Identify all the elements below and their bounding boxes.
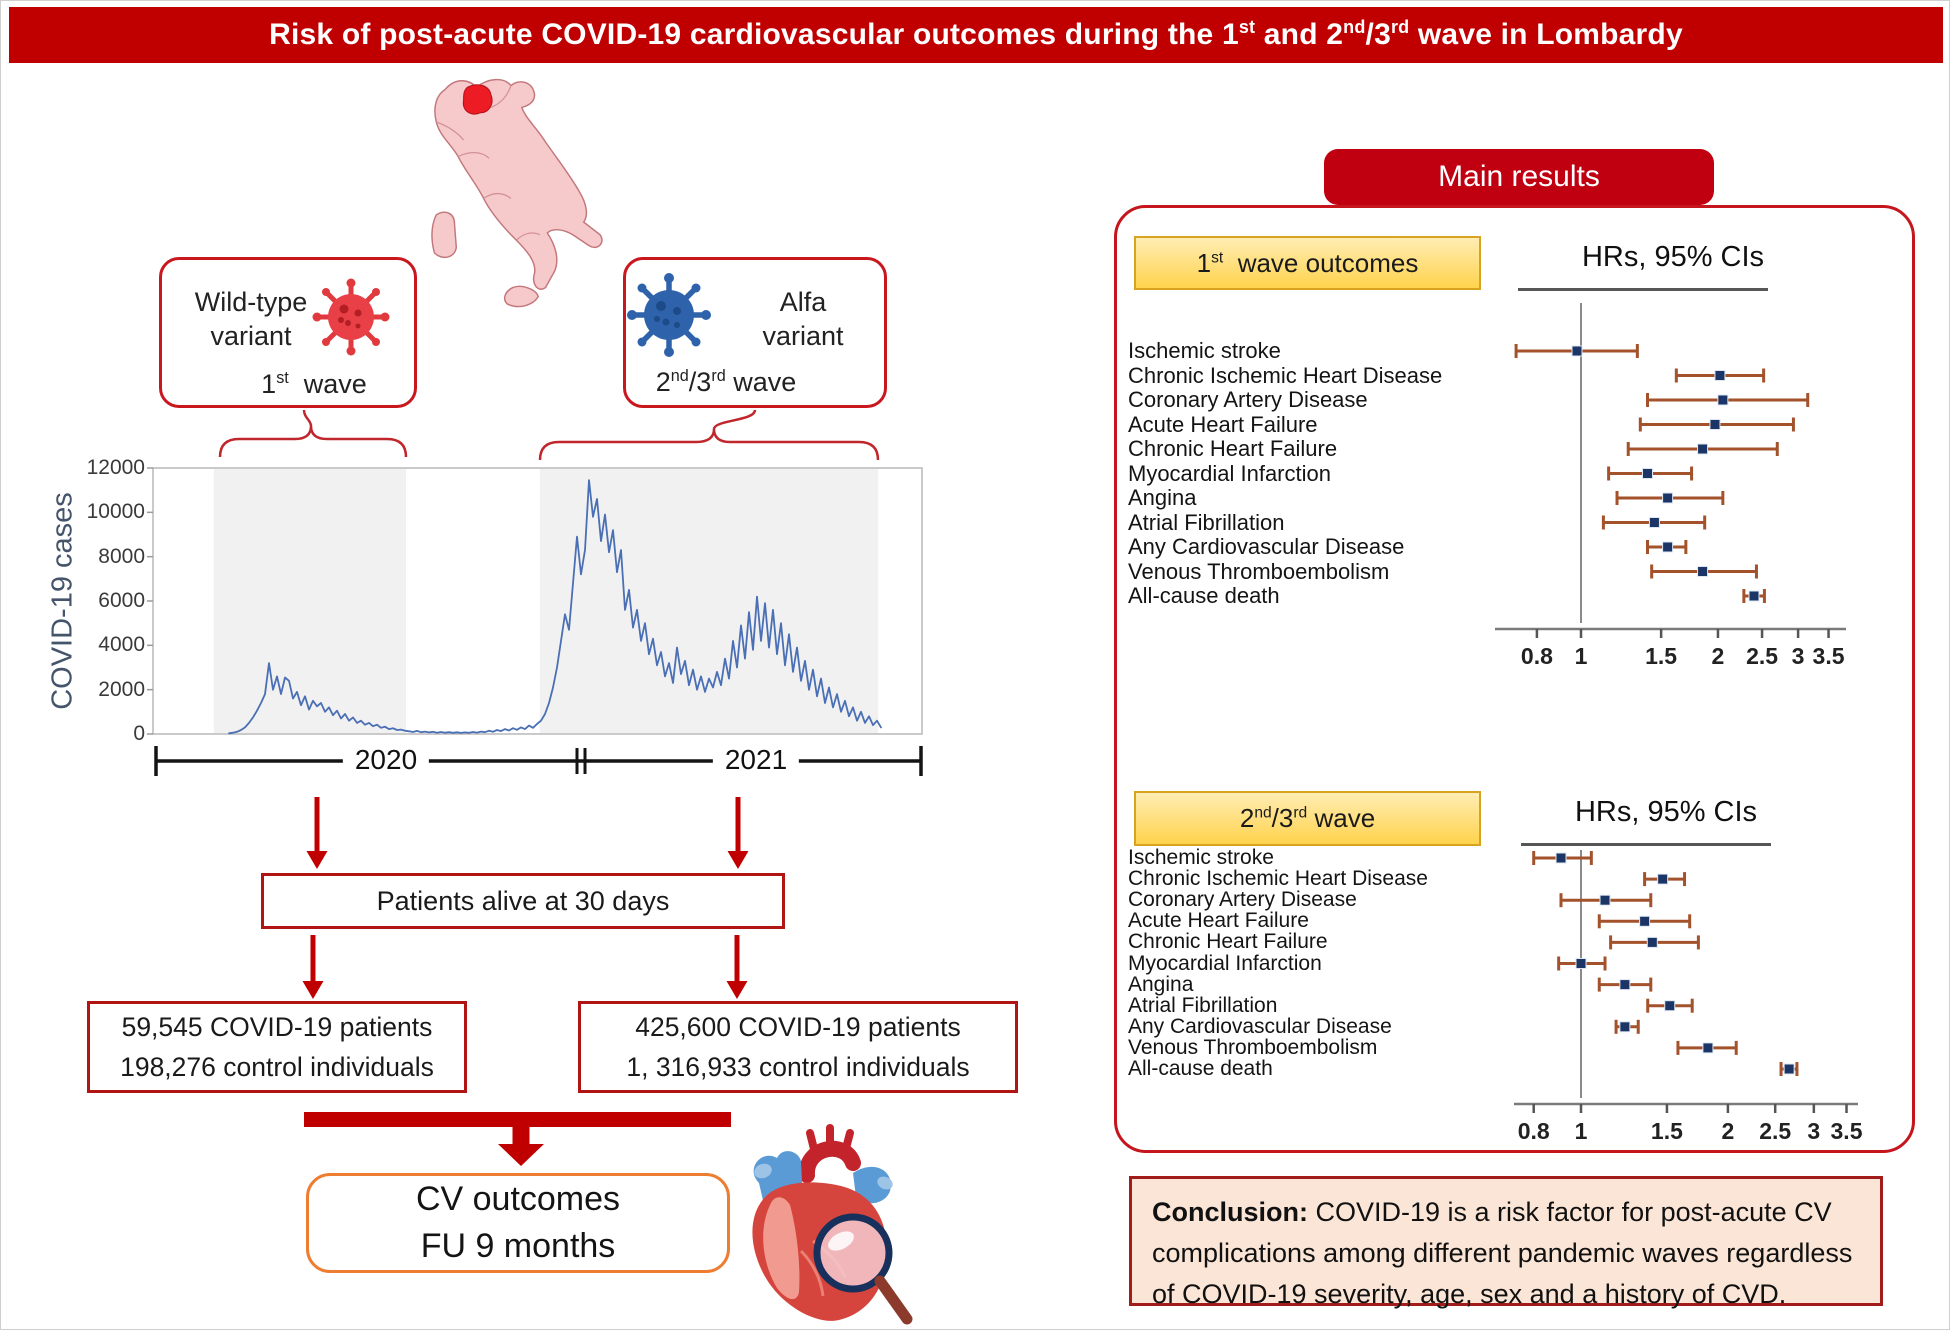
forest-outcome-label: Chronic Ischemic Heart Disease <box>1128 362 1443 388</box>
arrow-second-wave-to-alive <box>727 797 749 869</box>
timeline-year-label: 2021 <box>712 744 800 776</box>
forest1-tick-label: 2.5 <box>1746 643 1779 669</box>
hrs-heading-2: HRs, 95% CIs <box>1574 796 1758 828</box>
epi-ytick-label: 6000 <box>98 589 145 612</box>
wave-window-band-2 <box>539 469 879 733</box>
conclusion-text: Conclusion: COVID-19 is a risk factor fo… <box>1152 1197 1853 1309</box>
wild-type-variant-label: Wild-type variant <box>194 287 308 351</box>
forest-outcome-label: Angina <box>1128 485 1197 510</box>
second-wave-patients-count: 425,600 COVID-19 patients <box>635 1012 961 1042</box>
forest-outcome-label: Venous Thromboembolism <box>1128 1035 1378 1059</box>
first-wave-cohort-box: 59,545 COVID-19 patients 198,276 control… <box>87 1001 467 1093</box>
forest1-tick-label: 3.5 <box>1812 643 1845 669</box>
forest2-tick-label: 2 <box>1721 1118 1735 1144</box>
forest-outcome-label: Acute Heart Failure <box>1128 411 1318 437</box>
patients-alive-box: Patients alive at 30 days <box>261 873 785 929</box>
forest1-tick-label: 3 <box>1791 643 1805 669</box>
forest-outcome-label: Ischemic stroke <box>1128 846 1274 869</box>
main-results-panel <box>1114 205 1915 1153</box>
page-title: Risk of post-acute COVID-19 cardiovascul… <box>9 7 1943 63</box>
lombardy-region-highlight <box>462 84 493 115</box>
epi-ytick-label: 12000 <box>86 456 145 479</box>
forest2-tick-label: 1.5 <box>1650 1118 1683 1144</box>
epi-ytick-label: 2000 <box>98 677 145 701</box>
epi-plot-frame <box>152 467 923 735</box>
patients-alive-text: Patients alive at 30 days <box>376 885 670 916</box>
epi-ytick-label: 10000 <box>86 500 145 524</box>
alfa-variant-label: Alfa variant <box>762 287 844 351</box>
forest1-tick-label: 2 <box>1711 643 1725 669</box>
forest-outcome-label: Chronic Ischemic Heart Disease <box>1128 867 1428 891</box>
arrow-merge-to-cv <box>498 1127 544 1166</box>
first-wave-brace-connector <box>302 409 313 427</box>
first-wave-outcomes-badge: 1st wave outcomes <box>1134 236 1481 290</box>
italy-map-icon <box>431 78 603 308</box>
arrow-alive-to-second-cohort <box>726 935 748 999</box>
italy-sardinia <box>431 211 458 259</box>
second-wave-controls-count: 1, 316,933 control individuals <box>626 1052 970 1082</box>
second-third-wave-badge-label: 2nd/3rd wave <box>1239 803 1376 833</box>
flow-arrows <box>302 797 749 1166</box>
forest2-tick-label: 1 <box>1574 1118 1588 1144</box>
first-wave-outcomes-badge-label: 1st wave outcomes <box>1196 247 1419 278</box>
forest-outcome-label: Venous Thromboembolism <box>1128 558 1390 584</box>
epi-ytick-label: 0 <box>133 722 145 745</box>
second-third-wave-badge: 2nd/3rd wave <box>1134 791 1481 846</box>
forest1-tick-label: 0.8 <box>1520 643 1553 669</box>
wave-braces <box>218 409 880 461</box>
hrs-heading-1-underline <box>1518 288 1768 291</box>
epi-ytick-label: 4000 <box>98 633 145 657</box>
forest-outcome-label: Coronary Artery Disease <box>1128 888 1357 912</box>
forest2-tick-label: 3 <box>1807 1118 1821 1144</box>
forest-outcome-label: All-cause death <box>1128 583 1280 608</box>
epi-ytick-label: 8000 <box>98 544 145 568</box>
hrs-heading-2-underline <box>1521 843 1771 846</box>
cv-outcomes-box: CV outcomes FU 9 months <box>306 1173 730 1273</box>
timeline-year-label: 2020 <box>342 744 430 776</box>
forest-outcome-label: Chronic Heart Failure <box>1128 930 1328 954</box>
forest-outcome-label: Myocardial Infarction <box>1128 460 1331 486</box>
cv-outcomes-line1: CV outcomes <box>415 1180 621 1218</box>
first-wave-patients-count: 59,545 COVID-19 patients <box>121 1012 433 1042</box>
forest-outcome-label: All-cause death <box>1128 1057 1273 1080</box>
forest-outcome-label: Atrial Fibrillation <box>1128 509 1285 535</box>
italy-mainland <box>434 78 603 290</box>
arrow-alive-to-first-cohort <box>302 935 324 999</box>
forest2-tick-label: 3.5 <box>1830 1118 1863 1144</box>
italy-sicily <box>503 285 539 308</box>
wave-window-band-1 <box>213 469 407 733</box>
epi-cases-line <box>228 479 882 735</box>
heart-magnifier-illustration <box>752 1124 913 1325</box>
forest1-tick-label: 1 <box>1574 643 1588 669</box>
merge-bar <box>304 1112 731 1127</box>
italy-region-borders <box>436 85 541 241</box>
first-wave-controls-count: 198,276 control individuals <box>120 1052 434 1082</box>
hrs-heading-1: HRs, 95% CIs <box>1581 241 1765 273</box>
first-wave-brace <box>218 425 408 458</box>
forest-outcome-label: Angina <box>1128 972 1194 996</box>
forest-outcome-label: Any Cardiovascular Disease <box>1128 534 1405 559</box>
page-title-text: Risk of post-acute COVID-19 cardiovascul… <box>269 17 1683 51</box>
forest-outcome-label: Ischemic stroke <box>1128 338 1281 363</box>
forest-outcome-label: Myocardial Infarction <box>1128 951 1322 975</box>
main-results-tab: Main results <box>1324 149 1714 205</box>
forest2-tick-label: 0.8 <box>1517 1118 1550 1144</box>
forest-outcome-label: Atrial Fibrillation <box>1128 993 1278 1017</box>
second-wave-cohort-box: 425,600 COVID-19 patients 1, 316,933 con… <box>578 1001 1018 1093</box>
forest1-tick-label: 1.5 <box>1645 643 1678 669</box>
second-wave-brace-connector <box>712 409 757 430</box>
main-results-tab-label: Main results <box>1438 160 1600 193</box>
forest-outcome-label: Acute Heart Failure <box>1128 909 1309 933</box>
conclusion-box: Conclusion: COVID-19 is a risk factor fo… <box>1129 1176 1883 1309</box>
forest-outcome-label: Chronic Heart Failure <box>1128 436 1338 461</box>
forest-outcome-label: Any Cardiovascular Disease <box>1128 1014 1392 1038</box>
cv-outcomes-line2: FU 9 months <box>420 1227 616 1265</box>
forest-outcome-label: Coronary Artery Disease <box>1128 387 1368 412</box>
first-wave-label: 1st wave <box>261 369 367 399</box>
arrow-first-wave-to-alive <box>306 797 328 869</box>
second-third-wave-label: 2nd/3rd wave <box>655 367 797 397</box>
second-wave-brace <box>538 428 880 461</box>
forest2-tick-label: 2.5 <box>1759 1118 1792 1144</box>
